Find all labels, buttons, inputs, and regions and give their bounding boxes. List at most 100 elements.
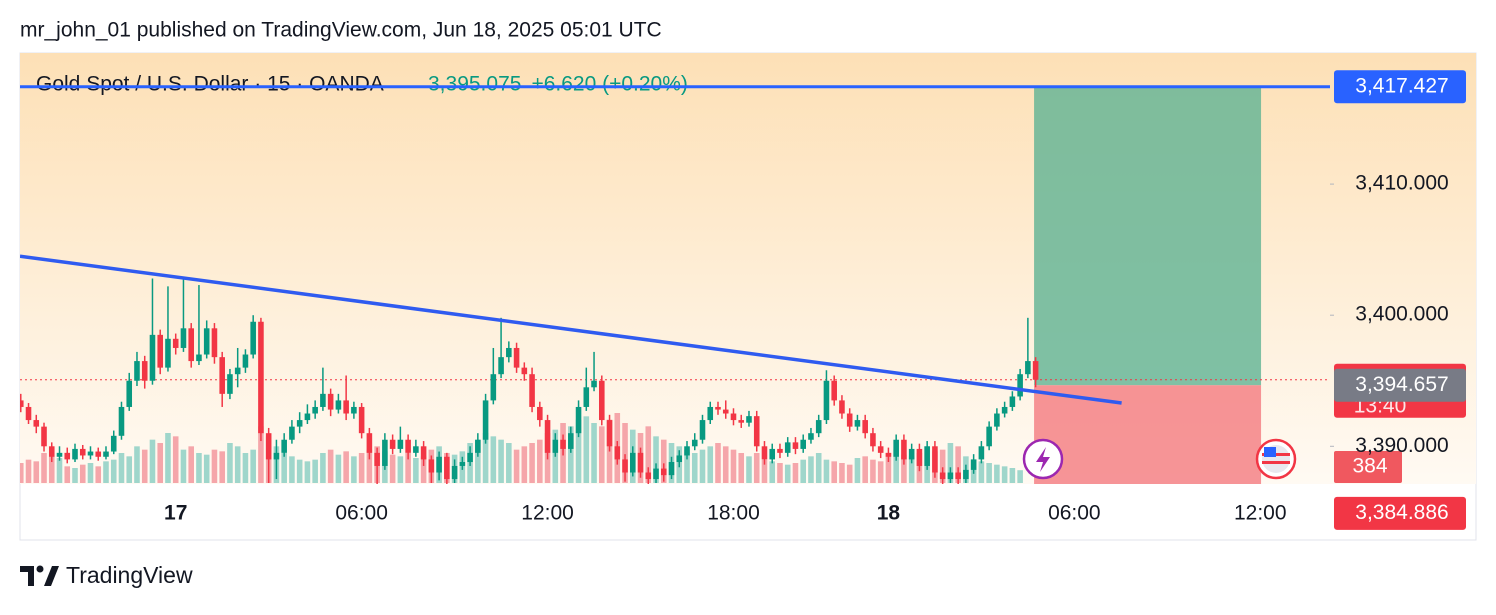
x-tick-label: 17 — [164, 502, 187, 525]
candle-body — [521, 367, 528, 375]
volume-bar — [800, 459, 806, 483]
candle-body — [839, 400, 845, 414]
last-price: 3,395.075 — [428, 73, 521, 96]
volume-bar — [583, 416, 590, 483]
candle-body — [413, 446, 419, 453]
volume-bar — [110, 459, 117, 483]
volume-bar — [591, 423, 597, 483]
volume-bar — [901, 454, 907, 483]
candle-body — [699, 420, 706, 440]
candle-body — [529, 374, 535, 407]
candle-body — [823, 380, 830, 421]
volume-bar — [660, 439, 667, 483]
volume-bar — [908, 456, 915, 483]
candle-body — [668, 462, 675, 476]
tv-logo — [20, 565, 59, 586]
volume-bar — [506, 443, 512, 483]
volume-bar — [312, 459, 318, 483]
symbol: Gold Spot / U.S. Dollar · 15 · OANDA — [36, 73, 384, 96]
volume-bar — [684, 449, 690, 483]
author-line: mr_john_01 published on TradingView.com,… — [20, 19, 662, 42]
volume-bar — [165, 433, 171, 483]
volume-bar — [118, 453, 125, 483]
volume-bar — [994, 464, 1000, 483]
candle-body — [87, 451, 94, 456]
candle-body — [622, 459, 628, 473]
volume-bar — [1017, 470, 1023, 483]
x-tick-label: 18 — [877, 502, 901, 525]
candle-body — [467, 452, 473, 463]
volume-bar — [877, 461, 884, 483]
volume-bar — [475, 439, 481, 483]
candle-body — [242, 354, 249, 368]
candle-body — [41, 426, 47, 447]
volume-bar — [529, 443, 535, 483]
volume-bar — [320, 453, 326, 483]
volume-bar — [250, 449, 256, 483]
volume-bar — [939, 449, 946, 483]
volume-bar — [219, 451, 225, 483]
candle-body — [72, 448, 78, 460]
candle-body — [397, 439, 404, 449]
volume-bar — [87, 463, 94, 483]
candle-body — [196, 354, 202, 362]
volume-bar — [738, 453, 745, 483]
candle-body — [970, 459, 977, 470]
candle-body — [343, 400, 349, 414]
volume-bar — [893, 449, 899, 483]
volume-bar — [72, 468, 78, 483]
candle-body — [203, 328, 210, 355]
volume-bar — [126, 456, 133, 483]
candle-body — [1017, 374, 1023, 397]
volume-bar — [95, 466, 102, 483]
candle-body — [924, 446, 930, 466]
candle-body — [312, 406, 318, 414]
price-label-bg — [1334, 496, 1466, 530]
candle-body — [955, 472, 961, 480]
volume-bar — [792, 463, 799, 483]
volume-bar — [955, 446, 961, 483]
volume-bar — [986, 463, 992, 483]
candle-body — [761, 446, 768, 460]
y-tick-label: 3,400.000 — [1355, 303, 1448, 326]
candle-body — [738, 420, 745, 423]
candle-body — [800, 439, 806, 449]
candle-body — [707, 406, 714, 421]
brand: TradingView — [66, 562, 193, 588]
volume-bar — [33, 461, 40, 483]
volume-bar — [157, 443, 164, 483]
candle-body — [846, 413, 853, 427]
candle-body — [335, 400, 342, 410]
candle-body — [405, 439, 411, 453]
volume-bar — [389, 454, 396, 483]
candle-body — [746, 416, 752, 423]
candle-body — [599, 380, 605, 421]
candle-body — [428, 459, 435, 473]
volume-bar — [358, 453, 365, 483]
volume-bar — [722, 446, 729, 483]
volume-bar — [405, 453, 411, 483]
volume-bar — [304, 461, 311, 483]
volume-bar — [839, 463, 845, 483]
candle-body — [653, 468, 659, 480]
volume-bar — [784, 464, 791, 483]
volume-bar — [20, 463, 24, 483]
candle-body — [157, 334, 164, 368]
candle-body — [676, 455, 683, 463]
candle-body — [722, 409, 729, 414]
candle-body — [777, 448, 783, 453]
candle-body — [560, 439, 566, 449]
candle-body — [320, 393, 326, 407]
candle-body — [374, 452, 380, 466]
candle-body — [591, 380, 597, 388]
x-tick-label: 06:00 — [1048, 502, 1101, 525]
volume-bar — [482, 433, 489, 483]
volume-bar — [327, 449, 334, 483]
candle-body — [118, 406, 125, 436]
candle-body — [815, 420, 822, 434]
candle-body — [769, 448, 776, 460]
candle-body — [110, 435, 117, 452]
volume-bar — [521, 446, 528, 483]
candle-body — [420, 446, 427, 460]
volume-bar — [823, 459, 830, 483]
